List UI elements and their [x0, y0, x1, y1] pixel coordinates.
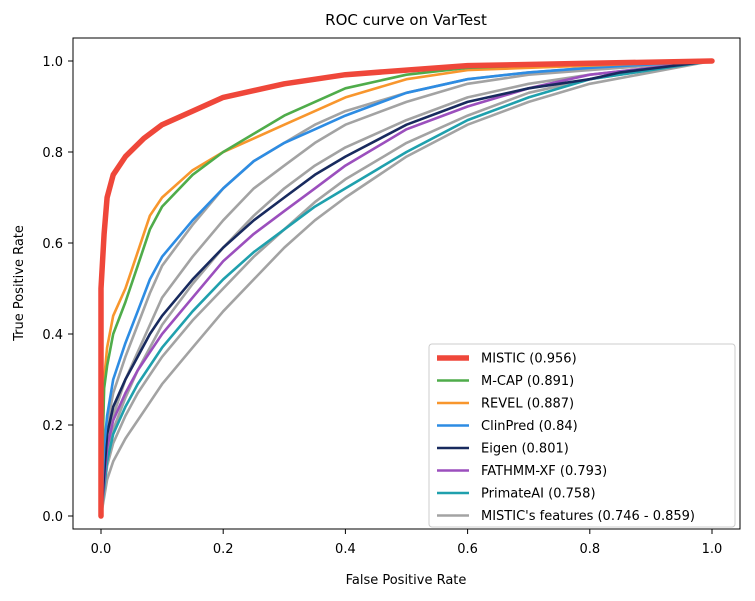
x-tick-label: 0.2	[213, 542, 234, 557]
plot-area	[72, 37, 741, 530]
y-axis-label: True Positive Rate	[12, 225, 27, 342]
series-line-11	[99, 59, 714, 518]
legend-label: ClinPred (0.84)	[481, 419, 578, 434]
legend-label: MISTIC (0.956)	[481, 352, 577, 367]
series-line-6	[99, 59, 714, 518]
legend-label: PrimateAI (0.758)	[481, 487, 596, 502]
series-line-0	[98, 58, 715, 519]
x-tick-label: 0.4	[335, 542, 356, 557]
x-axis-label: False Positive Rate	[346, 573, 467, 588]
series-line-10	[99, 59, 714, 518]
y-tick-label: 0.8	[42, 146, 63, 161]
plot-frame	[72, 37, 741, 530]
legend-label: M-CAP (0.891)	[481, 374, 574, 389]
x-tick-label: 1.0	[702, 542, 723, 557]
series-line-4	[99, 59, 714, 518]
legend-label: MISTIC's features (0.746 - 0.859)	[481, 509, 695, 524]
y-tick-label: 0.2	[42, 419, 63, 434]
y-tick-label: 1.0	[42, 55, 63, 70]
y-axis-ticks: 0.0 0.2 0.4 0.6 0.8 1.0	[42, 55, 73, 525]
series-line-5	[99, 59, 714, 518]
x-tick-label: 0.8	[579, 542, 600, 557]
series-layer	[98, 58, 715, 519]
series-line-3	[99, 59, 714, 518]
y-tick-label: 0.4	[42, 328, 63, 343]
x-tick-label: 0.6	[457, 542, 478, 557]
chart-title: ROC curve on VarTest	[325, 11, 487, 29]
legend-label: REVEL (0.887)	[481, 397, 574, 412]
legend-items: MISTIC (0.956) M-CAP (0.891) REVEL (0.887)…	[437, 352, 695, 524]
y-tick-label: 0.0	[42, 510, 63, 525]
series-line-9	[99, 59, 714, 518]
legend-label: FATHMM-XF (0.793)	[481, 464, 607, 479]
x-tick-label: 0.0	[91, 542, 112, 557]
x-axis-ticks: 0.0 0.2 0.4 0.6 0.8 1.0	[91, 529, 723, 557]
legend-box	[428, 343, 736, 528]
y-tick-label: 0.6	[42, 237, 63, 252]
legend: MISTIC (0.956) M-CAP (0.891) REVEL (0.887)…	[428, 343, 736, 528]
legend-label: Eigen (0.801)	[481, 442, 569, 457]
